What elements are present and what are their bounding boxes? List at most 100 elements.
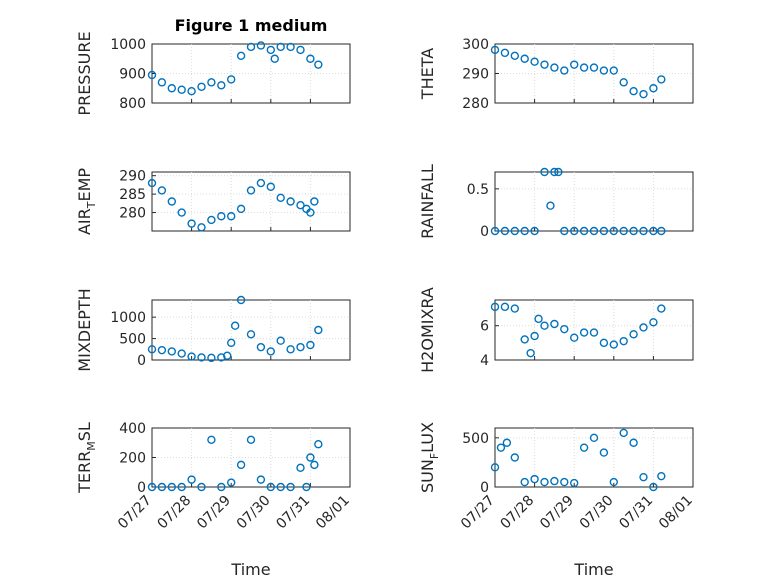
data-point (649, 318, 658, 327)
y-label-main: MIXDEPTH (75, 288, 94, 371)
data-point (177, 85, 186, 94)
data-point (500, 226, 510, 236)
data-point (520, 477, 529, 487)
data-point (609, 66, 618, 75)
data-point (197, 223, 206, 232)
data-point (246, 186, 256, 195)
data-point (266, 182, 275, 191)
data-point (619, 428, 628, 438)
data-point (266, 45, 275, 55)
data-point (177, 349, 186, 358)
y-tick-label: 0 (480, 480, 489, 496)
data-point (560, 477, 569, 487)
data-point (510, 226, 519, 236)
data-point (609, 477, 618, 487)
data-point (246, 42, 256, 52)
data-point (629, 86, 638, 96)
data-point (207, 435, 216, 444)
data-point (217, 81, 226, 90)
data-point (147, 345, 157, 354)
subplot-sun-flux: 0 500 SUNFLUX 07/27 07/28 07/29 07/30 07/31 08/0… (418, 422, 696, 532)
plot-area-h2omixra (494, 299, 694, 361)
x-tick-label: 07/30 (234, 493, 274, 533)
y-tick-label: 285 (119, 187, 146, 203)
y-axis-label-h2omixra: H2OMIXRA (418, 287, 437, 373)
data-point (306, 453, 315, 462)
data-point (639, 472, 648, 482)
data-point (177, 208, 186, 217)
data-point (286, 482, 295, 492)
y-tick-label: 280 (119, 206, 146, 222)
y-tick-label: 300 (462, 37, 489, 53)
y-tick-label: 500 (119, 332, 146, 348)
data-point (639, 89, 648, 99)
data-point (223, 351, 232, 360)
data-point (276, 193, 285, 203)
data-point (639, 226, 648, 236)
data-point (296, 342, 305, 352)
data-point (226, 338, 236, 348)
data-point (167, 482, 177, 492)
data-point (530, 57, 539, 66)
data-point (550, 319, 559, 329)
data-point (236, 295, 246, 305)
data-point (147, 482, 157, 492)
data-point (230, 321, 240, 330)
data-point (657, 304, 666, 313)
subplot-pressure: 800 900 1000 PRESSURE (75, 31, 351, 116)
y-tick-label: 4 (480, 353, 489, 369)
y-label-subscript: F (428, 453, 441, 459)
data-point (157, 345, 167, 355)
data-point (314, 440, 323, 449)
data-point (306, 340, 315, 350)
data-point (619, 78, 628, 87)
data-point (500, 302, 510, 312)
y-label-main: TERR (75, 451, 94, 494)
data-point (657, 75, 666, 84)
data-point (530, 226, 539, 236)
data-point (579, 63, 589, 72)
data-point (629, 438, 638, 447)
y-axis-label-mixdepth: MIXDEPTH (75, 288, 94, 371)
data-point (296, 463, 305, 473)
data-point (490, 302, 500, 312)
plot-area-air-temp (151, 171, 351, 232)
data-point (540, 321, 549, 330)
data-point (560, 226, 569, 236)
y-label-subscript: M (85, 441, 98, 451)
data-point (310, 197, 319, 206)
x-tick-label: 07/30 (577, 493, 617, 533)
data-point (314, 60, 323, 69)
data-point (296, 45, 305, 55)
data-point (599, 226, 609, 236)
data-point (534, 314, 543, 324)
x-axis-label-left: Time (230, 560, 270, 579)
y-axis-label-air-temp: AIRTEMP (75, 168, 98, 235)
data-point (570, 226, 579, 236)
data-point (266, 482, 275, 492)
data-point (520, 226, 529, 236)
y-tick-label: 500 (462, 431, 489, 447)
data-point (236, 51, 246, 60)
data-point (619, 336, 628, 346)
data-point (226, 212, 236, 221)
data-point (197, 353, 206, 362)
data-point (560, 324, 569, 334)
y-tick-label: 0 (137, 480, 146, 496)
data-point (540, 60, 549, 69)
data-point (629, 330, 638, 339)
y-tick-label: 290 (119, 169, 146, 185)
data-point (256, 178, 266, 188)
data-point (589, 63, 599, 72)
data-point (167, 347, 177, 356)
data-point (490, 45, 500, 55)
data-point (520, 54, 529, 63)
data-point (502, 438, 512, 447)
subplot-grid: 800 900 1000 PRESSURE 280 290 300 THETA 280 285 29… (75, 31, 696, 532)
y-tick-label: 6 (480, 319, 489, 335)
y-tick-label: 1000 (110, 310, 146, 326)
data-point (510, 304, 519, 313)
plot-area-mixdepth (151, 299, 351, 361)
data-point (609, 340, 618, 349)
x-tick-label: 08/01 (313, 493, 353, 533)
